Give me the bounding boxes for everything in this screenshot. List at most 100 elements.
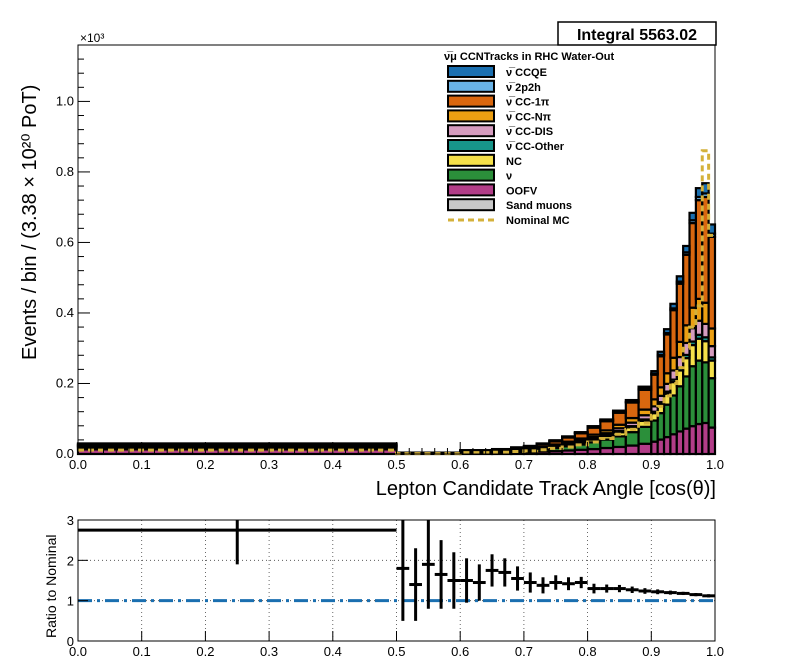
ratio-x-tick-label: 0.3 <box>260 644 278 659</box>
bar-segment <box>624 401 640 420</box>
bar-segment <box>707 359 717 380</box>
bar-segment <box>599 418 615 422</box>
lower-panel: 0 1 2 3 0.0 0.1 0.2 0.3 0.4 0.5 0.6 0.7 0.8 0.9 1.0 Ra… <box>43 513 724 659</box>
y-tick-label: 0.0 <box>56 446 74 461</box>
legend-label: ν̅ CCQE <box>506 67 547 79</box>
y-tick-label: 0.4 <box>56 305 74 320</box>
bar-segment <box>535 442 551 446</box>
legend-swatch <box>447 153 495 167</box>
ratio-y-tick-label: 3 <box>67 513 74 528</box>
x-tick-label: 0.1 <box>133 457 151 472</box>
bar-segment <box>611 409 627 414</box>
ratio-x-tick-label: 0.6 <box>451 644 469 659</box>
bar-segment <box>707 235 717 330</box>
y-tick-label: 0.2 <box>56 375 74 390</box>
upper-panel: 0.0 0.2 0.4 0.6 0.8 1.0 0.0 0.1 0.2 0.3 0.4 0.5 0.6 0… <box>19 31 724 500</box>
ratio-x-tick-label: 0.7 <box>515 644 533 659</box>
legend-label: ν̅ CC-Other <box>506 141 565 153</box>
legend-title: ν̅μ CCNTracks in RHC Water-Out <box>444 51 614 63</box>
x-tick-label: 0.5 <box>387 457 405 472</box>
bar-segment <box>707 345 717 359</box>
legend: ν̅μ CCNTracks in RHC Water-Out ν̅ CCQE ν̅… <box>444 51 614 227</box>
bar-segment <box>656 350 666 357</box>
x-tick-label: 1.0 <box>706 457 724 472</box>
bar-segment <box>624 444 640 456</box>
ratio-y-axis-title: Ratio to Nominal <box>43 535 59 639</box>
ratio-x-tick-label: 0.8 <box>579 644 597 659</box>
y-tick-label: 0.8 <box>56 164 74 179</box>
bar-segment <box>637 442 653 456</box>
x-tick-label: 0.7 <box>515 457 533 472</box>
x-tick-label: 0.6 <box>451 457 469 472</box>
bar-segment <box>707 327 717 348</box>
ratio-y-tick-label: 2 <box>67 553 74 568</box>
bar-segment <box>637 385 653 390</box>
upper-axis-ticks: 0.0 0.2 0.4 0.6 0.8 1.0 0.0 0.1 0.2 0.3 0.4 0.5 0.6 0… <box>56 58 724 472</box>
ratio-x-tick-label: 0.5 <box>387 644 405 659</box>
y-tick-label: 1.0 <box>56 93 74 108</box>
legend-label: Sand muons <box>506 200 572 212</box>
legend-label: ν̅ 2p2h <box>506 82 541 94</box>
ratio-x-tick-label: 0.2 <box>196 644 214 659</box>
x-tick-label: 0.4 <box>324 457 342 472</box>
legend-label: Nominal MC <box>506 215 570 227</box>
legend-swatch <box>447 198 495 212</box>
legend-label: ν̅ CC-DIS <box>506 126 553 138</box>
bar-segment <box>624 398 640 403</box>
exponent-label: ×10³ <box>80 31 104 45</box>
bar-segment <box>637 388 653 411</box>
bar-segment <box>510 446 526 449</box>
bar-segment <box>599 438 615 450</box>
x-tick-label: 0.8 <box>579 457 597 472</box>
legend-swatch <box>447 183 495 197</box>
bar-segment <box>688 211 697 222</box>
legend-label: OOFV <box>506 185 538 197</box>
legend-swatch <box>447 124 495 138</box>
bar-segment <box>669 302 678 310</box>
bar-segment <box>611 411 627 426</box>
bar-segment <box>611 435 627 449</box>
bar-segment <box>599 420 615 432</box>
bar-segment <box>624 431 640 447</box>
x-tick-label: 0.0 <box>69 457 87 472</box>
x-axis-title: Lepton Candidate Track Angle [cos(θ)] <box>376 478 716 500</box>
bar-segment <box>561 435 576 439</box>
bar-segment <box>490 447 513 451</box>
legend-swatch <box>447 139 495 152</box>
bar-segment <box>522 444 538 448</box>
legend-label: ν <box>506 171 512 183</box>
ratio-y-tick-label: 0 <box>67 634 74 649</box>
legend-label: ν̅ CC-Nπ <box>506 111 552 123</box>
bar-segment <box>662 328 672 335</box>
bar-segment <box>675 275 685 283</box>
ratio-y-tick-label: 1 <box>67 594 74 609</box>
ratio-x-tick-label: 0.9 <box>642 644 660 659</box>
legend-label: NC <box>506 156 522 168</box>
legend-swatch <box>447 94 495 108</box>
legend-swatch <box>447 65 495 78</box>
legend-swatch <box>447 79 495 93</box>
ratio-x-tick-label: 0.1 <box>133 644 151 659</box>
bar-segment <box>76 442 398 446</box>
integral-text: Integral 5563.02 <box>577 27 697 44</box>
bar-segment <box>707 426 717 456</box>
legend-label: ν̅ CC-1π <box>506 97 550 109</box>
nominal-mc-line <box>78 149 715 456</box>
bar-segment <box>650 370 659 375</box>
x-tick-label: 0.9 <box>642 457 660 472</box>
ratio-points <box>78 520 715 621</box>
ratio-x-tick-label: 1.0 <box>706 644 724 659</box>
bar-segment <box>586 425 602 429</box>
bar-segment <box>548 439 564 443</box>
x-tick-label: 0.3 <box>260 457 278 472</box>
x-tick-label: 0.2 <box>196 457 214 472</box>
bar-segment <box>459 449 494 452</box>
lower-axis-ticks: 0 1 2 3 0.0 0.1 0.2 0.3 0.4 0.5 0.6 0.7 0.8 0.9 1.0 <box>67 513 724 659</box>
legend-swatch <box>447 109 495 123</box>
ratio-x-tick-label: 0.4 <box>324 644 342 659</box>
y-tick-label: 0.6 <box>56 234 74 249</box>
bar-segment <box>573 431 589 434</box>
bar-segment <box>682 244 691 254</box>
y-axis-title: Events / bin / (3.38 × 10²⁰ PoT) <box>19 85 41 360</box>
